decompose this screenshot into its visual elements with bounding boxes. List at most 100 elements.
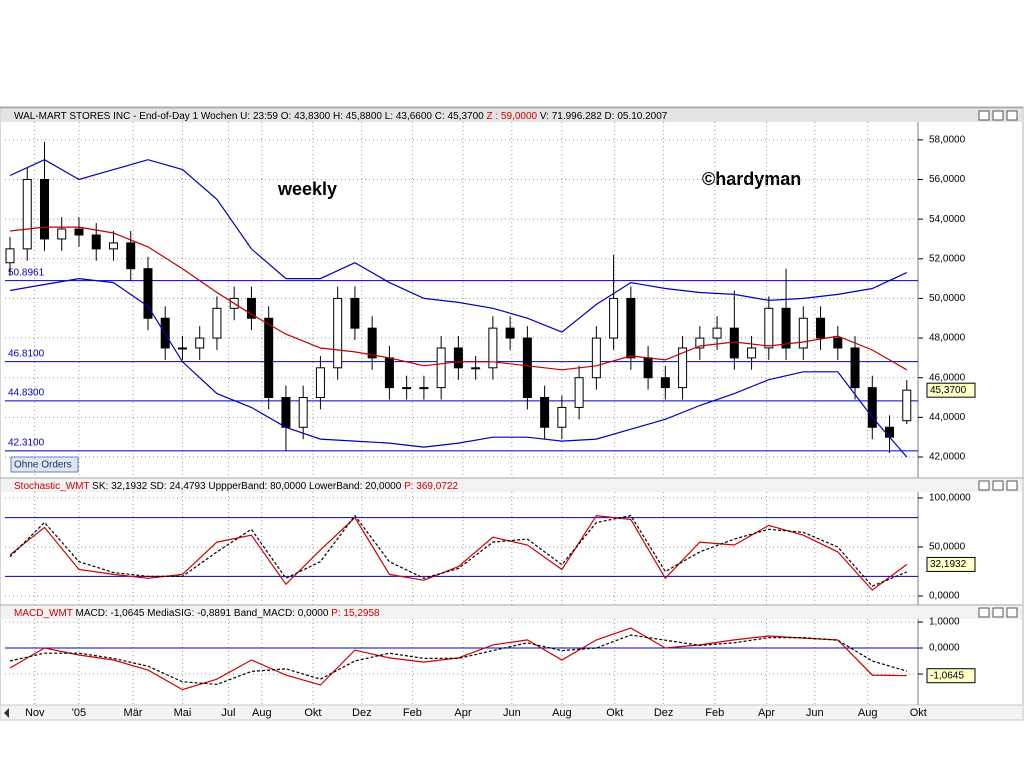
header-part: MACD_WMT — [14, 608, 75, 619]
candle-body — [384, 357, 394, 389]
candle-body — [315, 367, 325, 399]
candle-body — [902, 389, 912, 422]
x-tick-label: Mär — [124, 707, 143, 719]
candle-body — [678, 347, 688, 389]
window-button[interactable] — [978, 480, 990, 491]
last-value-label: 45,3700 — [930, 385, 967, 396]
window-button[interactable] — [992, 607, 1004, 618]
x-tick-label: Feb — [403, 707, 422, 719]
candle-body — [264, 317, 274, 399]
candle-body — [885, 426, 895, 438]
series-line — [9, 226, 908, 371]
last-value-box — [926, 668, 976, 684]
candle-body — [471, 367, 481, 370]
candle-body — [816, 317, 826, 339]
candle-body — [764, 307, 774, 349]
window-button[interactable] — [1006, 480, 1018, 491]
series-line — [9, 514, 908, 591]
header-part: WAL-MART STORES INC - End-of-Day 1 Woche… — [14, 111, 486, 122]
x-tick-label: Mai — [174, 707, 192, 719]
candle-body — [212, 307, 222, 339]
button-face[interactable] — [10, 456, 79, 473]
candle-body — [488, 327, 498, 369]
y-tick-label: 52,0000 — [929, 253, 966, 264]
header-part: MACD: -1,0645 MediaSIG: -0,8891 Band_MAC… — [75, 608, 331, 619]
candle-body — [609, 297, 619, 339]
y-tick-label: 56,0000 — [929, 174, 966, 185]
series-line — [9, 277, 908, 458]
x-tick-label: Aug — [252, 707, 272, 719]
panel-header — [1, 606, 1022, 619]
x-tick-label: Nov — [25, 707, 45, 719]
y-tick-label: 50,0000 — [929, 542, 966, 553]
candle-body — [195, 337, 205, 349]
header-part: SK: 32,1932 SD: 24,4793 UppperBand: 80,0… — [92, 481, 404, 492]
window-button[interactable] — [1006, 607, 1018, 618]
series-line — [9, 514, 908, 587]
candle-body — [781, 307, 791, 349]
candle-body — [695, 337, 705, 349]
candle-body — [246, 297, 256, 319]
candle-body — [143, 268, 153, 319]
header-part: Z : 59,0000 — [486, 111, 539, 122]
level-label: 42.3100 — [8, 437, 45, 448]
last-value-label: -1,0645 — [930, 670, 964, 681]
candle-body — [177, 347, 187, 350]
candle-body — [126, 242, 136, 270]
series-line — [9, 159, 908, 333]
y-tick-label: 46,0000 — [929, 372, 966, 383]
window-button[interactable] — [992, 480, 1004, 491]
window-button[interactable] — [978, 607, 990, 618]
panel-header-text: MACD_WMT MACD: -1,0645 MediaSIG: -0,8891… — [14, 608, 380, 619]
candle-body — [626, 297, 636, 359]
y-tick-label: 44,0000 — [929, 412, 966, 423]
candle-body — [436, 347, 446, 389]
panel-header-text: Stochastic_WMT SK: 32,1932 SD: 24,4793 U… — [14, 481, 458, 492]
header-part: Stochastic_WMT — [14, 481, 92, 492]
annotation: ©hardyman — [702, 169, 801, 189]
candle-body — [522, 337, 532, 399]
y-tick-label: 42,0000 — [929, 452, 966, 463]
window-button[interactable] — [992, 110, 1004, 121]
y-tick-label: 100,0000 — [929, 493, 971, 504]
candle-body — [505, 327, 515, 339]
candle-body — [22, 178, 32, 250]
x-tick-label: Okt — [304, 707, 321, 719]
y-tick-label: 48,0000 — [929, 333, 966, 344]
x-tick-label: Aug — [552, 707, 572, 719]
candle-body — [453, 347, 463, 369]
scroll-arrow[interactable] — [4, 708, 9, 718]
candle-body — [298, 397, 308, 428]
button-label[interactable]: Ohne Orders — [14, 460, 72, 471]
level-label: 46.8100 — [8, 348, 45, 359]
x-tick-label: Jun — [806, 707, 824, 719]
y-tick-label: 0,0000 — [929, 643, 960, 654]
candle-body — [74, 228, 84, 236]
candle-body — [108, 242, 118, 250]
candle-body — [5, 248, 15, 264]
last-value-box — [926, 556, 976, 572]
orders-button[interactable]: Ohne Orders — [10, 456, 79, 473]
level-label: 44.8300 — [8, 388, 45, 399]
x-tick-label: Okt — [910, 707, 927, 719]
x-tick-label: Feb — [705, 707, 724, 719]
candle-body — [747, 347, 757, 359]
candle-body — [867, 387, 877, 428]
y-tick-label: 1,0000 — [929, 617, 960, 628]
series-line — [9, 634, 907, 686]
candle-body — [712, 327, 722, 339]
candle-body — [419, 387, 429, 390]
candle-body — [591, 337, 601, 379]
x-axis-band — [0, 704, 1024, 721]
candle-body — [850, 347, 860, 389]
candle-body — [729, 327, 739, 359]
candle-body — [402, 387, 412, 390]
panel-header — [1, 479, 1022, 492]
candle-body — [367, 327, 377, 359]
candle-body — [57, 228, 67, 240]
candle-body — [350, 297, 360, 329]
window-button[interactable] — [978, 110, 990, 121]
window-button[interactable] — [1006, 110, 1018, 121]
